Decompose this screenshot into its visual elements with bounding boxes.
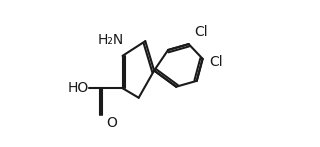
Text: HO: HO [68,81,89,95]
Text: O: O [106,116,117,130]
Text: Cl: Cl [209,55,223,69]
Text: H₂N: H₂N [98,33,124,47]
Text: Cl: Cl [194,25,207,39]
